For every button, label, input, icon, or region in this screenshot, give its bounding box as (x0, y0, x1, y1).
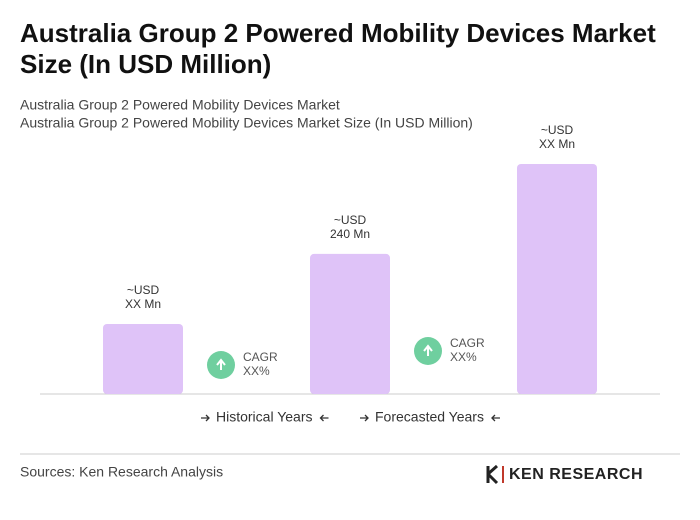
value-label: ~USD (127, 283, 160, 297)
chart-title: Size (In USD Million) (20, 49, 271, 79)
cagr-label: XX% (450, 350, 477, 364)
legend-arrow (201, 414, 210, 422)
value-label: XX Mn (539, 137, 575, 151)
legend-label: Forecasted Years (375, 409, 484, 425)
value-label: ~USD (334, 213, 367, 227)
value-label: 240 Mn (330, 227, 370, 241)
cagr-arrow (423, 344, 433, 356)
legend-arrow (319, 414, 329, 422)
logo: KEN RESEARCH (486, 464, 643, 485)
cagr-label: CAGR (243, 350, 278, 364)
cagr-label: XX% (243, 364, 270, 378)
bar (517, 164, 597, 394)
bar (310, 253, 390, 394)
subtitle: Australia Group 2 Powered Mobility Devic… (20, 97, 340, 113)
cagr-arrow (216, 358, 226, 370)
value-label: ~USD (541, 123, 574, 137)
legend-arrow (491, 414, 500, 422)
legend-arrow (360, 414, 369, 422)
cagr-label: CAGR (450, 336, 485, 350)
logo-text: KEN RESEARCH (509, 466, 643, 483)
legend-label: Historical Years (216, 409, 313, 425)
chart-title: Australia Group 2 Powered Mobility Devic… (20, 18, 656, 48)
bar (103, 323, 183, 394)
subtitle: Australia Group 2 Powered Mobility Devic… (20, 115, 473, 131)
source: Sources: Ken Research Analysis (20, 464, 223, 480)
value-label: XX Mn (125, 297, 161, 311)
logo-icon (486, 464, 499, 485)
